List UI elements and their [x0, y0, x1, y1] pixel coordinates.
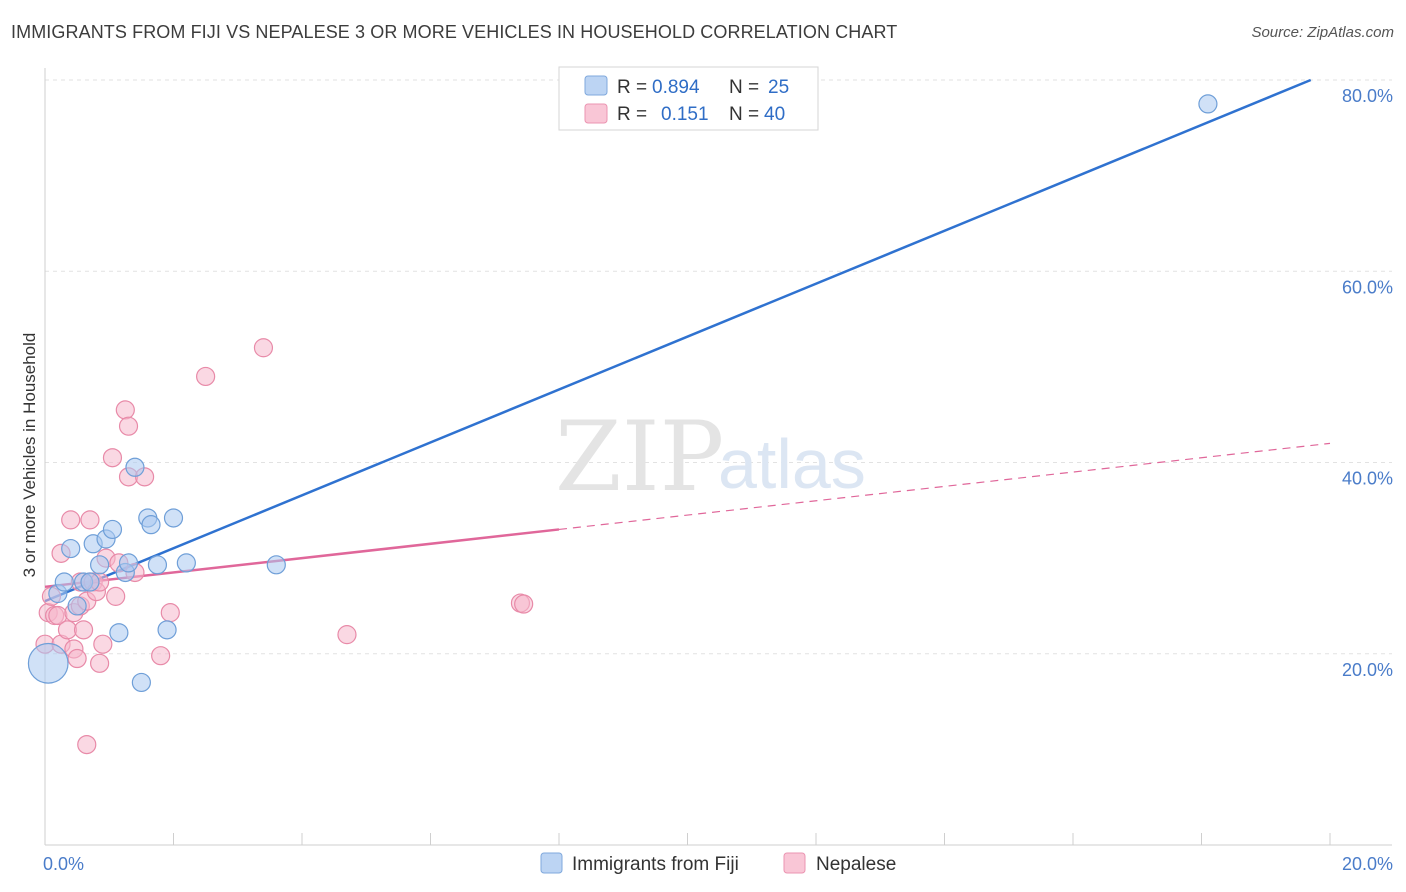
y-tick-label-60: 60.0%	[1342, 277, 1393, 297]
correlation-legend: R = 0.894 N = 25 R = 0.151 N = 40	[558, 66, 819, 131]
gridlines: 20.0% 40.0% 60.0% 80.0%	[45, 79, 1393, 680]
fiji-point	[54, 572, 74, 592]
nepal-point	[196, 366, 216, 387]
y-axis-label: 3 or more Vehicles in Household	[20, 333, 39, 578]
fiji-point	[118, 553, 139, 573]
x-tick-label-min: 0.0%	[43, 854, 84, 874]
nepal-point	[77, 734, 97, 755]
y-tick-label-40: 40.0%	[1342, 469, 1393, 489]
fiji-point	[102, 519, 123, 540]
fiji-point	[157, 620, 177, 640]
nepal-trend-line-dashed	[558, 442, 1331, 531]
nepal-point	[151, 646, 171, 666]
x-tick-label-max: 20.0%	[1342, 854, 1393, 874]
fiji-point	[125, 457, 145, 477]
fiji-point	[266, 555, 286, 575]
legend-nepal-r-label: R =	[617, 104, 647, 125]
nepal-point	[514, 594, 534, 614]
fiji-point	[61, 538, 81, 559]
y-tick-label-80: 80.0%	[1342, 86, 1393, 106]
nepal-point	[115, 400, 135, 420]
nepal-point	[93, 634, 113, 654]
legend-nepal-n-value: 40	[764, 104, 785, 125]
nepal-point	[80, 510, 100, 530]
chart-title: IMMIGRANTS FROM FIJI VS NEPALESE 3 OR MO…	[11, 22, 898, 42]
legend-nepal-n-label: N =	[729, 104, 759, 125]
y-tick-label-20: 20.0%	[1342, 660, 1393, 680]
watermark-atlas: atlas	[718, 425, 866, 503]
fiji-point	[141, 515, 161, 535]
bottom-legend-nepal-label: Nepalese	[816, 854, 896, 875]
nepal-point	[253, 338, 274, 358]
bottom-legend-fiji-label: Immigrants from Fiji	[572, 854, 739, 875]
legend-fiji-n-label: N =	[729, 77, 759, 98]
legend-nepal-r-value: 0.151	[661, 104, 709, 125]
data-points	[27, 94, 1218, 755]
nepal-point	[57, 620, 78, 640]
legend-nepal-swatch	[584, 103, 608, 124]
nepal-point	[61, 510, 81, 530]
series-legend: Immigrants from Fiji Nepalese	[540, 852, 896, 875]
fiji-point	[147, 555, 168, 575]
nepal-point	[73, 620, 94, 640]
nepal-point	[160, 603, 180, 623]
nepal-point	[90, 653, 110, 673]
watermark-zip: ZIP	[555, 401, 724, 513]
fiji-point	[67, 596, 87, 616]
fiji-point	[80, 572, 100, 592]
axes: 0.0% 20.0%	[43, 68, 1393, 874]
bottom-legend-nepal-swatch	[783, 852, 806, 874]
source-credit: Source: ZipAtlas.com	[1251, 24, 1394, 41]
fiji-point	[27, 642, 69, 684]
nepal-point	[337, 625, 357, 645]
fiji-point	[163, 508, 184, 528]
fiji-trend-line	[44, 78, 1312, 603]
legend-fiji-r-label: R =	[617, 77, 647, 98]
fiji-point	[109, 623, 129, 643]
nepal-point	[118, 416, 139, 436]
fiji-point	[131, 672, 151, 693]
fiji-point	[90, 555, 110, 575]
legend-fiji-swatch	[584, 75, 608, 96]
nepal-point	[106, 586, 126, 606]
bottom-legend-fiji-swatch	[540, 852, 563, 874]
fiji-point	[176, 553, 196, 573]
nepal-point	[102, 448, 123, 468]
trend-lines	[44, 78, 1331, 603]
legend-fiji-n-value: 25	[768, 77, 789, 98]
watermark: ZIP atlas	[555, 401, 866, 513]
legend-fiji-r-value: 0.894	[652, 77, 700, 98]
nepal-point	[67, 648, 87, 669]
fiji-point	[1198, 94, 1218, 114]
